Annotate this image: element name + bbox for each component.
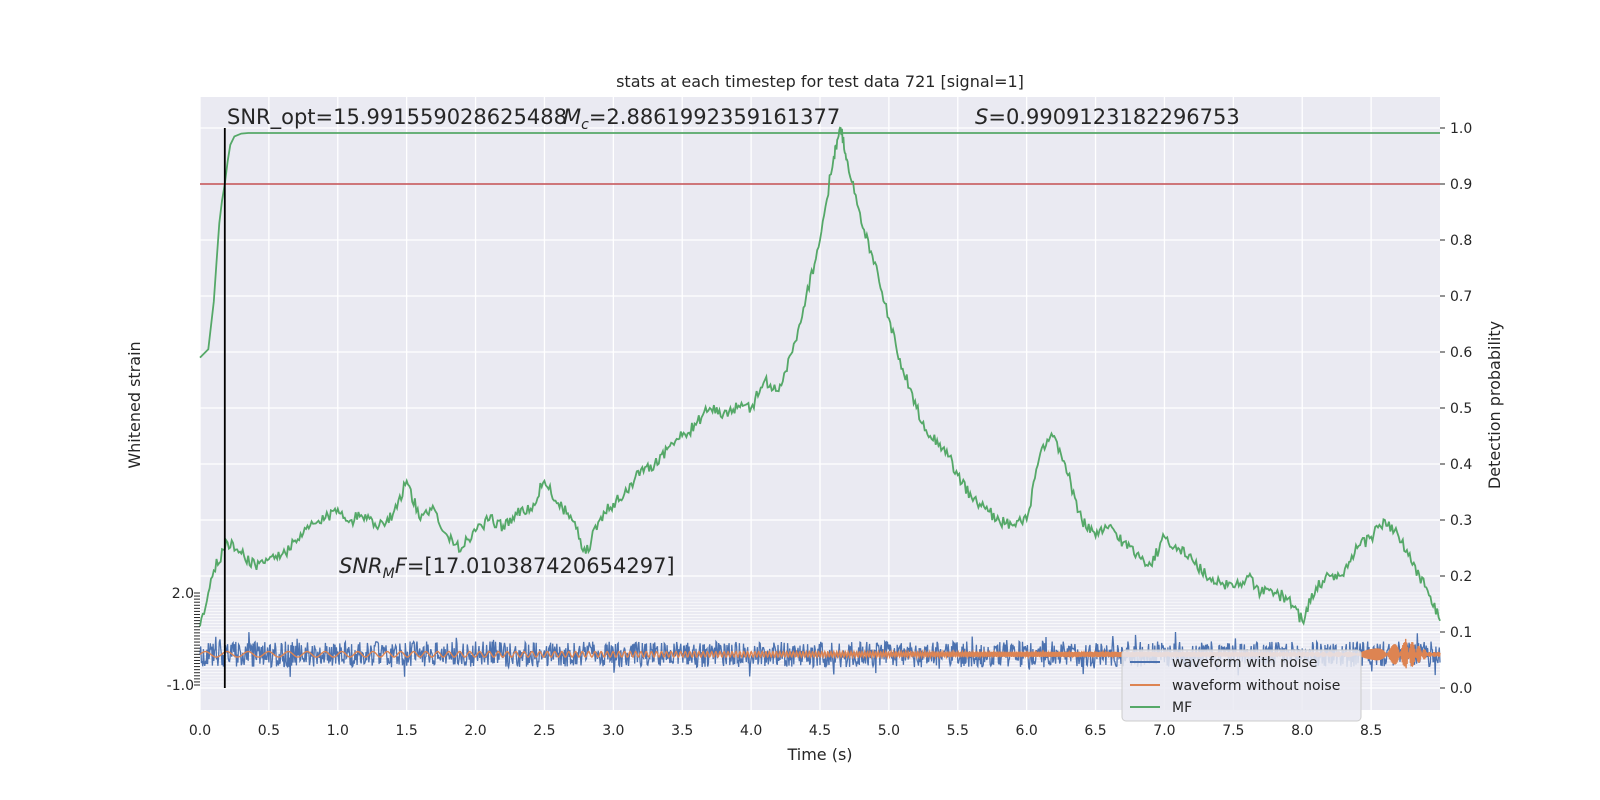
s-annotation: S=0.9909123182296753 <box>975 105 1240 129</box>
x-tick-label: 0.5 <box>258 723 280 739</box>
mc-symbol: M <box>563 105 581 129</box>
y-left-tick-label: 2.0 <box>172 586 194 602</box>
series-mf <box>199 132 1440 359</box>
x-tick-label: 6.5 <box>1084 723 1106 739</box>
y-right-tick-label: 0.2 <box>1450 569 1472 585</box>
series-detection-trace <box>199 126 1441 627</box>
snr-mf-value: =[17.010387420654297] <box>407 554 675 578</box>
x-tick-label: 6.0 <box>1016 723 1038 739</box>
y-axis-right-label: Detection probability <box>1485 321 1504 489</box>
y-right-tick-label: 0.8 <box>1450 233 1472 249</box>
x-tick-label: 7.0 <box>1153 723 1175 739</box>
y-right-tick-label: 0.9 <box>1450 177 1472 193</box>
y-right-tick-label: 0.6 <box>1450 345 1472 361</box>
x-tick-label: 3.0 <box>602 723 624 739</box>
y-right-tick-label: 0.5 <box>1450 401 1472 417</box>
y-right-tick-label: 1.0 <box>1450 121 1472 137</box>
y-axis-left-label: Whitened strain <box>125 341 144 468</box>
snr-mf-annotation: SNRMF=[17.010387420654297] <box>339 554 675 582</box>
y-right-tick-label: 0.0 <box>1450 681 1472 697</box>
x-tick-label: 7.5 <box>1222 723 1244 739</box>
chart-title: stats at each timestep for test data 721… <box>616 72 1024 91</box>
x-tick-label: 1.5 <box>396 723 418 739</box>
x-tick-label: 5.5 <box>947 723 969 739</box>
s-symbol: S <box>975 105 988 129</box>
legend: waveform with noise waveform without noi… <box>1121 649 1362 722</box>
y-right-tick-label: 0.3 <box>1450 513 1472 529</box>
legend-label-waveform-without-noise: waveform without noise <box>1172 678 1340 694</box>
x-tick-label: 8.0 <box>1291 723 1313 739</box>
snr-opt-annotation: SNR_opt=15.991559028625488 <box>227 105 567 130</box>
y-axis-right-ticks: 0.0 0.1 0.2 0.3 0.4 0.5 0.6 0.7 0.8 0.9 1.0 <box>1440 121 1472 697</box>
x-tick-label: 3.5 <box>671 723 693 739</box>
mc-value: =2.8861992359161377 <box>589 105 840 129</box>
legend-label-waveform-with-noise: waveform with noise <box>1172 655 1317 671</box>
x-axis-ticks: 0.0 0.5 1.0 1.5 2.0 2.5 3.0 3.5 4.0 4.5 5.0 5.5 6.0 6… <box>189 723 1382 739</box>
snr-mf-symbol: SNR <box>339 554 383 578</box>
mc-subscript: c <box>581 117 589 133</box>
legend-box <box>1121 649 1362 722</box>
x-tick-label: 0.0 <box>189 723 211 739</box>
x-tick-label: 2.5 <box>533 723 555 739</box>
snr-mf-f: F <box>395 554 408 578</box>
x-tick-label: 8.5 <box>1360 723 1382 739</box>
s-value: =0.9909123182296753 <box>988 105 1239 129</box>
x-tick-label: 1.0 <box>327 723 349 739</box>
y-right-tick-label: 0.1 <box>1450 625 1472 641</box>
snr-mf-subscript: M <box>383 566 395 582</box>
y-right-tick-label: 0.4 <box>1450 457 1472 473</box>
x-tick-label: 4.0 <box>740 723 762 739</box>
x-tick-label: 5.0 <box>878 723 900 739</box>
x-axis-label: Time (s) <box>786 745 852 764</box>
y-left-tick-label: -1.0 <box>167 678 194 694</box>
y-right-tick-label: 0.7 <box>1450 289 1472 305</box>
x-tick-label: 4.5 <box>809 723 831 739</box>
legend-label-mf: MF <box>1172 700 1192 716</box>
mc-annotation: Mc=2.8861992359161377 <box>563 105 840 133</box>
y-axis-left-ticks: 2.0 -1.0 <box>167 586 200 694</box>
x-tick-label: 2.0 <box>464 723 486 739</box>
